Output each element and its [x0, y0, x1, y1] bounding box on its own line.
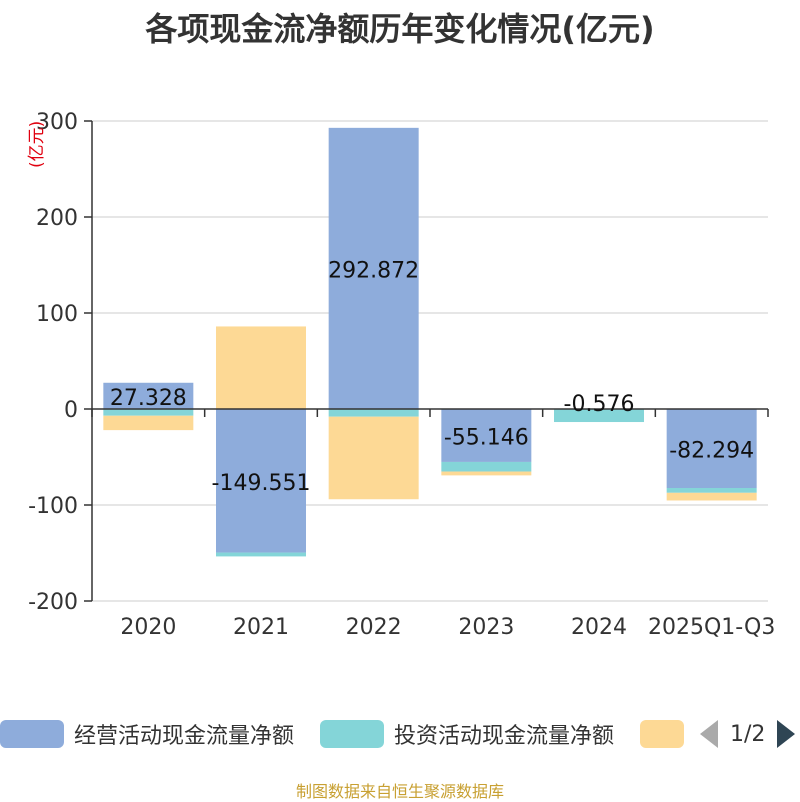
legend-item-investing[interactable]: 投资活动现金流量净额: [320, 716, 614, 752]
chart-title: 各项现金流净额历年变化情况(亿元): [145, 10, 655, 48]
bar-series-2: [216, 326, 306, 409]
legend-item-operating[interactable]: 经营活动现金流量净额: [0, 716, 294, 752]
x-tick-label: 2020: [120, 615, 176, 640]
y-tick-label: -100: [28, 494, 78, 519]
data-label: -0.576: [564, 392, 635, 417]
data-labels: 27.328 -149.551 292.872 -55.146 -0.576 -82.29…: [110, 258, 754, 495]
y-tick-label: 300: [36, 110, 78, 135]
bar-series-1: [554, 409, 644, 423]
legend-label-investing: 投资活动现金流量净额: [394, 724, 615, 749]
x-tick-label: 2024: [571, 615, 627, 640]
bar-series-2: [103, 415, 194, 431]
legend-swatch-operating: [0, 720, 64, 748]
bar-series-2: [328, 416, 419, 500]
data-label: -55.146: [444, 425, 529, 450]
bar-series-0: [441, 409, 532, 462]
legend: 经营活动现金流量净额 投资活动现金流量净额: [0, 716, 800, 756]
bar-series-1: [216, 552, 306, 557]
source-note: 制图数据来自恒生聚源数据库: [295, 782, 504, 801]
axes: -200 -100 0 100 200 300 2020 2021 2022 2023 2024 20…: [28, 110, 775, 640]
bar-series-2: [441, 471, 532, 476]
legend-label-operating: 经营活动现金流量净额: [74, 724, 295, 749]
prev-page-icon[interactable]: [700, 720, 718, 748]
x-tick-label: 2023: [458, 615, 514, 640]
x-tick-label: 2022: [346, 615, 402, 640]
legend-item-third[interactable]: [640, 716, 684, 752]
data-label: 27.328: [110, 386, 187, 411]
bar-series-1: [666, 488, 757, 493]
bar-series-0: [216, 409, 306, 553]
x-tick-label: 2025Q1-Q3: [648, 615, 775, 640]
legend-swatch-investing: [320, 720, 384, 748]
bar-series-0: [328, 127, 419, 409]
bars: [103, 127, 757, 557]
y-tick-label: 100: [36, 302, 78, 327]
y-axis-unit: (亿元): [27, 120, 47, 168]
bar-series-0: [666, 409, 757, 489]
y-tick-label: -200: [28, 590, 78, 615]
legend-pager: 1/2: [700, 716, 796, 752]
data-label: 292.872: [328, 258, 419, 283]
legend-page-indicator: 1/2: [730, 721, 766, 747]
bar-series-1: [103, 409, 194, 416]
data-label: -149.551: [212, 471, 311, 496]
bar-series-1: [328, 409, 419, 417]
bar-series-0: [103, 382, 194, 409]
legend-swatch-third: [640, 720, 684, 748]
data-label: -82.294: [669, 439, 754, 464]
x-tick-label: 2021: [233, 615, 289, 640]
grid-lines: [92, 120, 768, 602]
y-tick-label: 200: [36, 206, 78, 231]
bar-chart: -200 -100 0 100 200 300 2020 2021 2022 2023 2024 20…: [28, 110, 775, 640]
bar-series-2: [666, 492, 757, 501]
bar-series-1: [441, 461, 532, 472]
y-tick-label: 0: [64, 398, 78, 423]
next-page-icon[interactable]: [777, 720, 796, 748]
